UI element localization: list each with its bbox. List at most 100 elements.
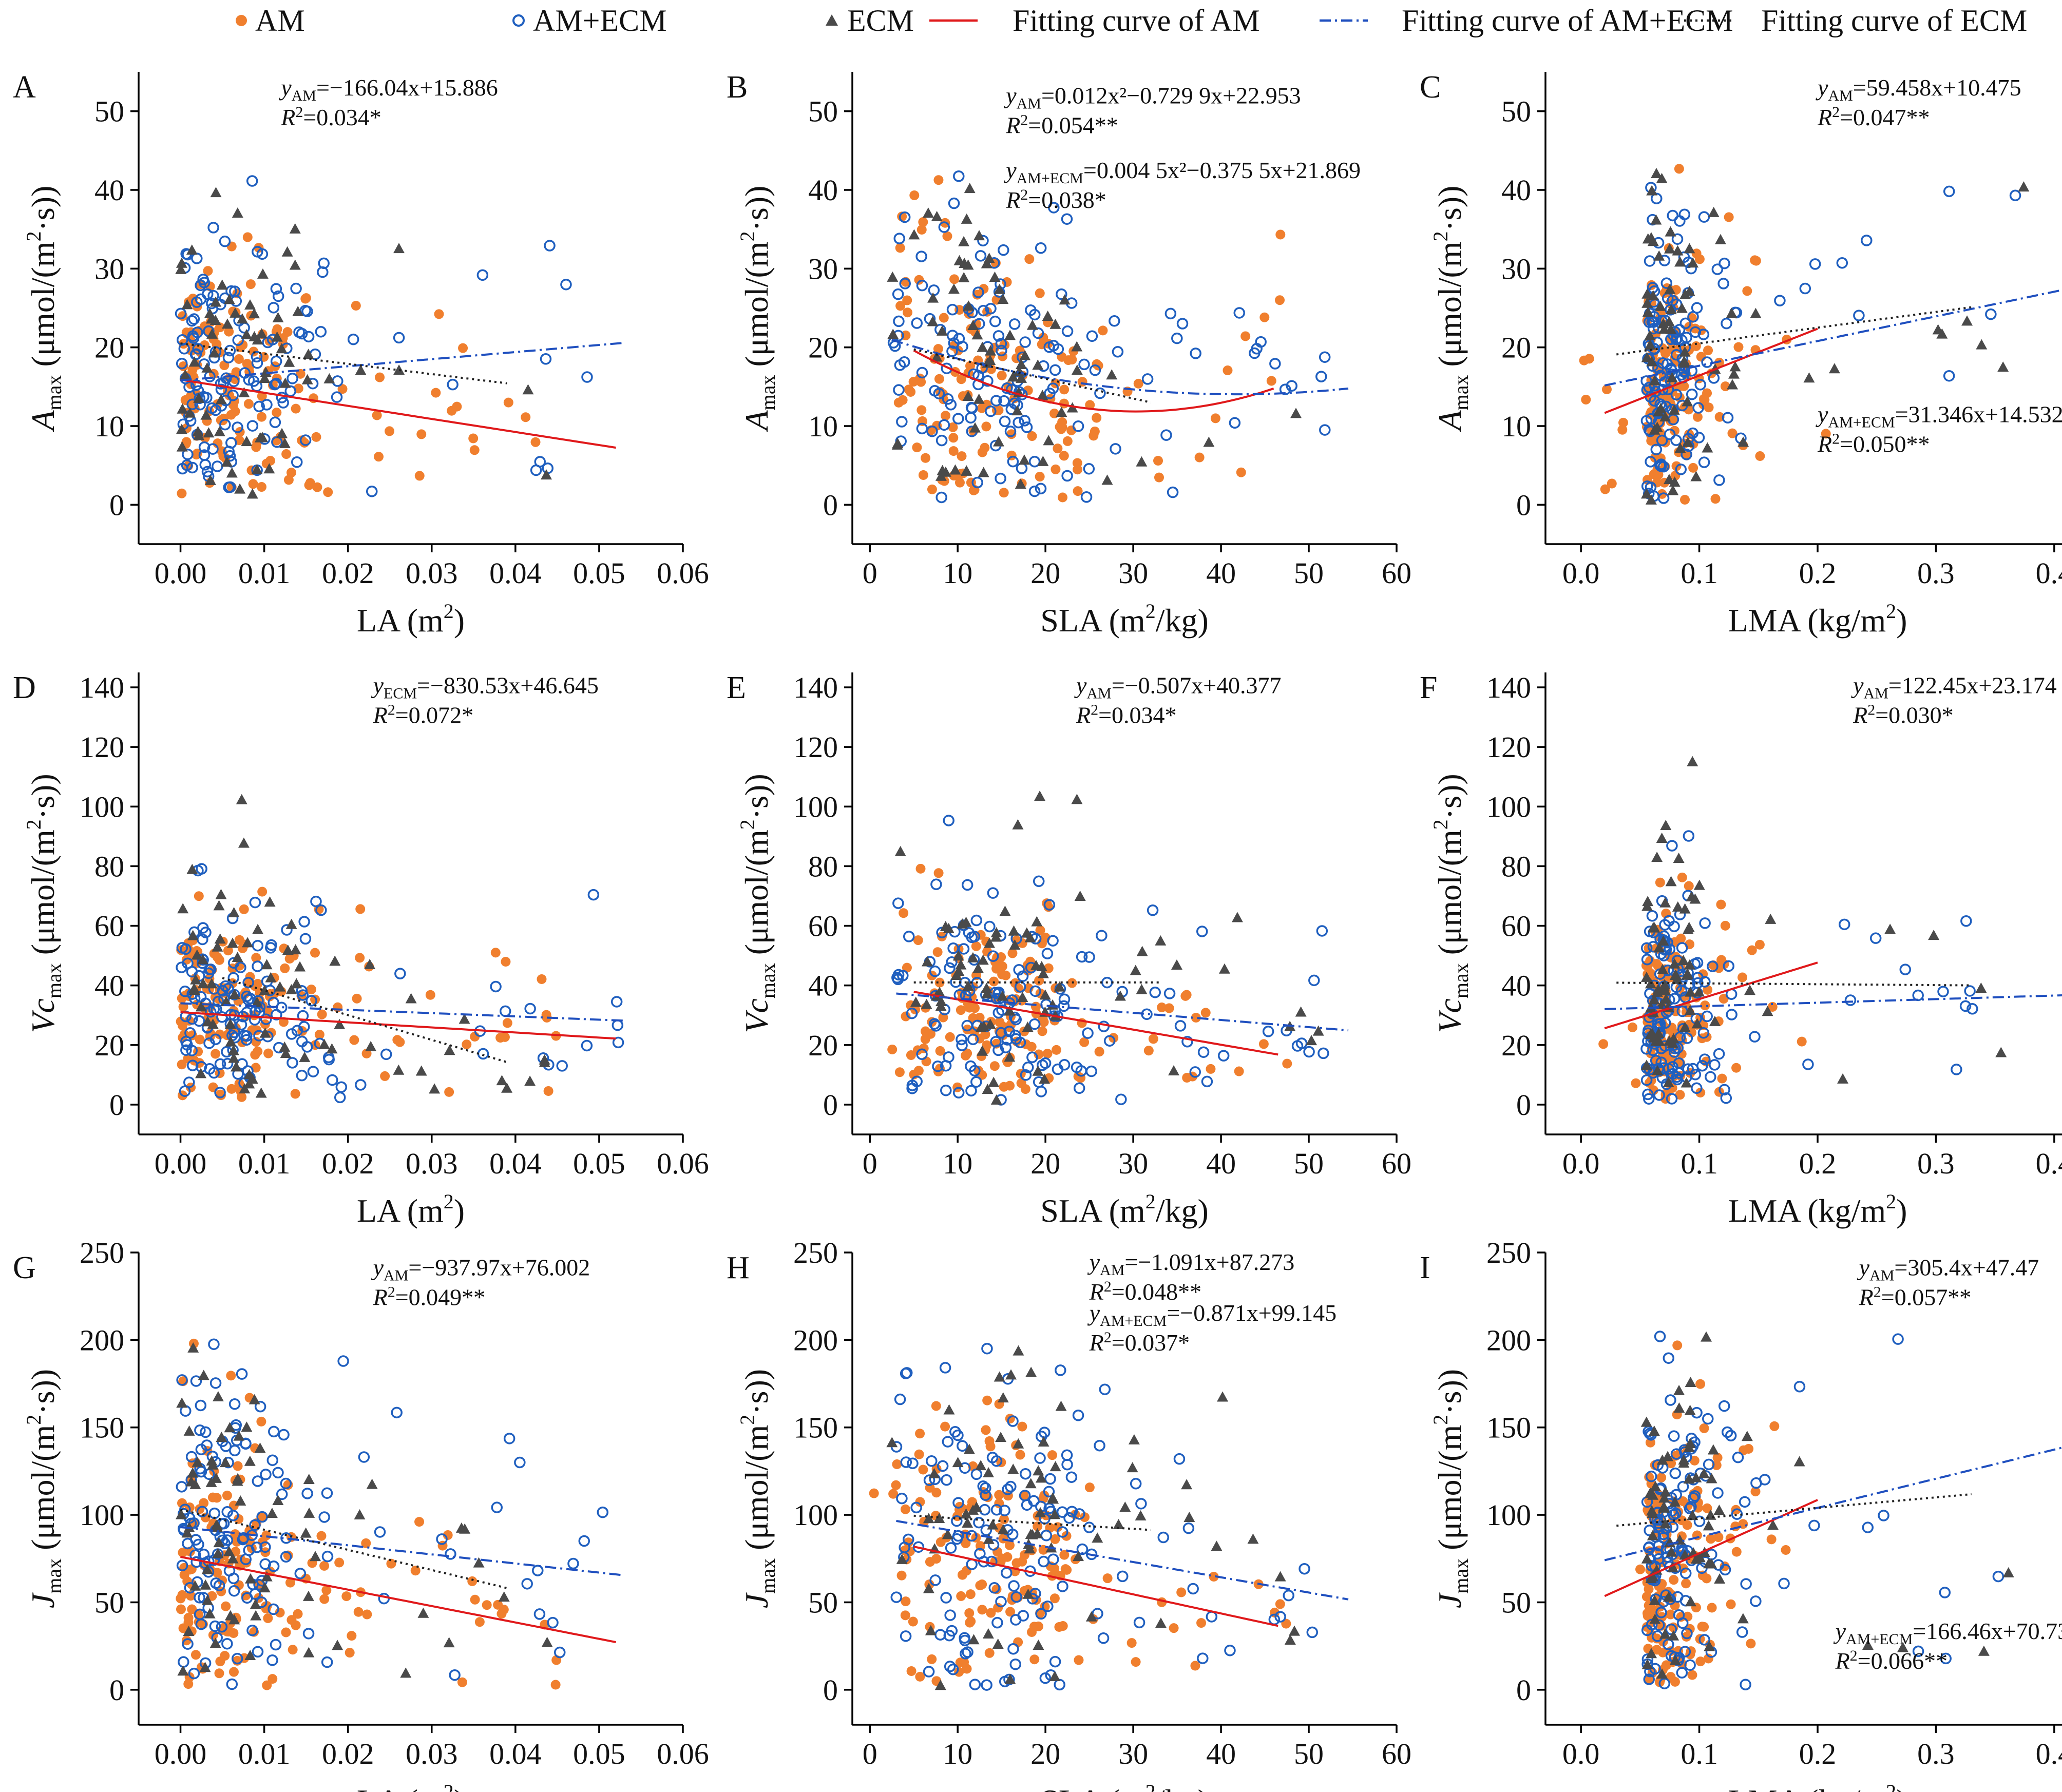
point-amecm bbox=[952, 1429, 964, 1441]
point-amecm bbox=[899, 211, 911, 223]
point-amecm bbox=[903, 931, 915, 942]
point-amecm bbox=[227, 1510, 239, 1521]
point-am bbox=[1601, 384, 1612, 395]
point-ecm bbox=[302, 349, 314, 359]
point-am bbox=[284, 954, 295, 964]
point-amecm bbox=[1005, 1480, 1017, 1493]
point-amecm bbox=[222, 352, 235, 363]
point-amecm bbox=[242, 994, 254, 1006]
point-amecm bbox=[1021, 421, 1033, 433]
point-am bbox=[1700, 1000, 1710, 1011]
point-amecm bbox=[1034, 1452, 1046, 1464]
point-amecm bbox=[1660, 277, 1673, 289]
point-am bbox=[933, 868, 944, 878]
point-ecm bbox=[289, 223, 301, 234]
point-am bbox=[1042, 1048, 1053, 1058]
point-amecm bbox=[252, 1475, 264, 1487]
point-ecm bbox=[921, 998, 932, 1009]
point-am bbox=[948, 422, 958, 432]
point-amecm bbox=[1844, 994, 1857, 1006]
point-amecm bbox=[911, 317, 923, 329]
point-amecm bbox=[912, 1541, 925, 1553]
point-ecm bbox=[1713, 1505, 1725, 1515]
point-ecm bbox=[995, 1432, 1007, 1442]
point-ecm bbox=[177, 903, 189, 914]
point-amecm bbox=[1646, 910, 1658, 922]
point-am bbox=[995, 1017, 1005, 1027]
equation-text: yAM+ECM=−0.871x+99.145 bbox=[1087, 1300, 1337, 1329]
point-amecm bbox=[1912, 989, 1924, 1001]
point-ecm bbox=[1640, 971, 1652, 982]
point-am bbox=[1692, 412, 1703, 422]
point-am bbox=[503, 397, 513, 408]
point-ecm bbox=[978, 467, 989, 477]
point-ecm bbox=[1049, 1509, 1061, 1519]
point-ecm bbox=[935, 996, 947, 1007]
point-ecm bbox=[189, 1478, 201, 1489]
point-am bbox=[250, 1050, 260, 1060]
point-ecm bbox=[1022, 1021, 1034, 1032]
point-ecm bbox=[948, 283, 960, 294]
point-ecm bbox=[1660, 819, 1672, 830]
point-am bbox=[888, 1489, 899, 1499]
point-ecm bbox=[443, 1637, 455, 1648]
point-amecm bbox=[203, 964, 216, 975]
point-am bbox=[927, 484, 937, 494]
point-amecm bbox=[1937, 986, 1949, 997]
point-ecm bbox=[473, 1557, 485, 1568]
panel-letter: F bbox=[1420, 670, 1437, 705]
point-am bbox=[1005, 1607, 1016, 1617]
point-am bbox=[361, 1538, 371, 1548]
point-amecm bbox=[980, 1482, 991, 1494]
point-am bbox=[1706, 1534, 1716, 1544]
point-amecm bbox=[200, 1426, 212, 1438]
point-ecm bbox=[1181, 1479, 1193, 1490]
point-amecm bbox=[310, 895, 322, 908]
point-amecm bbox=[298, 916, 310, 928]
point-amecm bbox=[945, 399, 957, 411]
point-am bbox=[895, 243, 905, 253]
point-amecm bbox=[1056, 288, 1067, 300]
point-amecm bbox=[1657, 1532, 1669, 1544]
x-tick-label: 10 bbox=[943, 1737, 972, 1770]
point-ecm bbox=[1669, 1654, 1681, 1665]
point-amecm bbox=[534, 456, 546, 468]
point-ecm bbox=[1217, 1391, 1229, 1402]
point-amecm bbox=[532, 1565, 544, 1576]
point-amecm bbox=[1679, 1646, 1691, 1658]
point-am bbox=[1176, 1587, 1187, 1597]
point-amecm bbox=[1007, 455, 1019, 468]
point-am bbox=[971, 941, 981, 951]
point-ecm bbox=[1018, 454, 1030, 465]
point-amecm bbox=[1089, 364, 1101, 376]
point-ecm bbox=[1668, 1033, 1679, 1044]
equation-text: yAM+ECM=31.346x+14.532 bbox=[1816, 401, 2062, 431]
point-amecm bbox=[1020, 1468, 1032, 1480]
point-amecm bbox=[916, 367, 928, 379]
point-amecm bbox=[393, 332, 405, 344]
point-ecm bbox=[227, 1553, 239, 1564]
point-amecm bbox=[1685, 1501, 1697, 1513]
point-ecm bbox=[2018, 181, 2030, 192]
point-ecm bbox=[252, 923, 264, 934]
point-am bbox=[956, 1005, 966, 1015]
point-amecm bbox=[1201, 1075, 1213, 1088]
point-amecm bbox=[196, 1506, 208, 1518]
point-amecm bbox=[331, 391, 343, 403]
point-ecm bbox=[230, 307, 241, 318]
y-tick-label: 100 bbox=[1486, 790, 1531, 823]
point-amecm bbox=[938, 419, 950, 431]
point-amecm bbox=[942, 1436, 954, 1448]
point-amecm bbox=[1003, 1673, 1015, 1686]
point-amecm bbox=[945, 1542, 957, 1554]
point-am bbox=[1680, 495, 1690, 505]
point-am bbox=[1073, 465, 1083, 475]
y-tick-label: 100 bbox=[1486, 1498, 1531, 1532]
point-amecm bbox=[208, 1338, 220, 1350]
point-amecm bbox=[347, 333, 359, 345]
point-amecm bbox=[1671, 333, 1683, 344]
point-amecm bbox=[1653, 1619, 1665, 1631]
